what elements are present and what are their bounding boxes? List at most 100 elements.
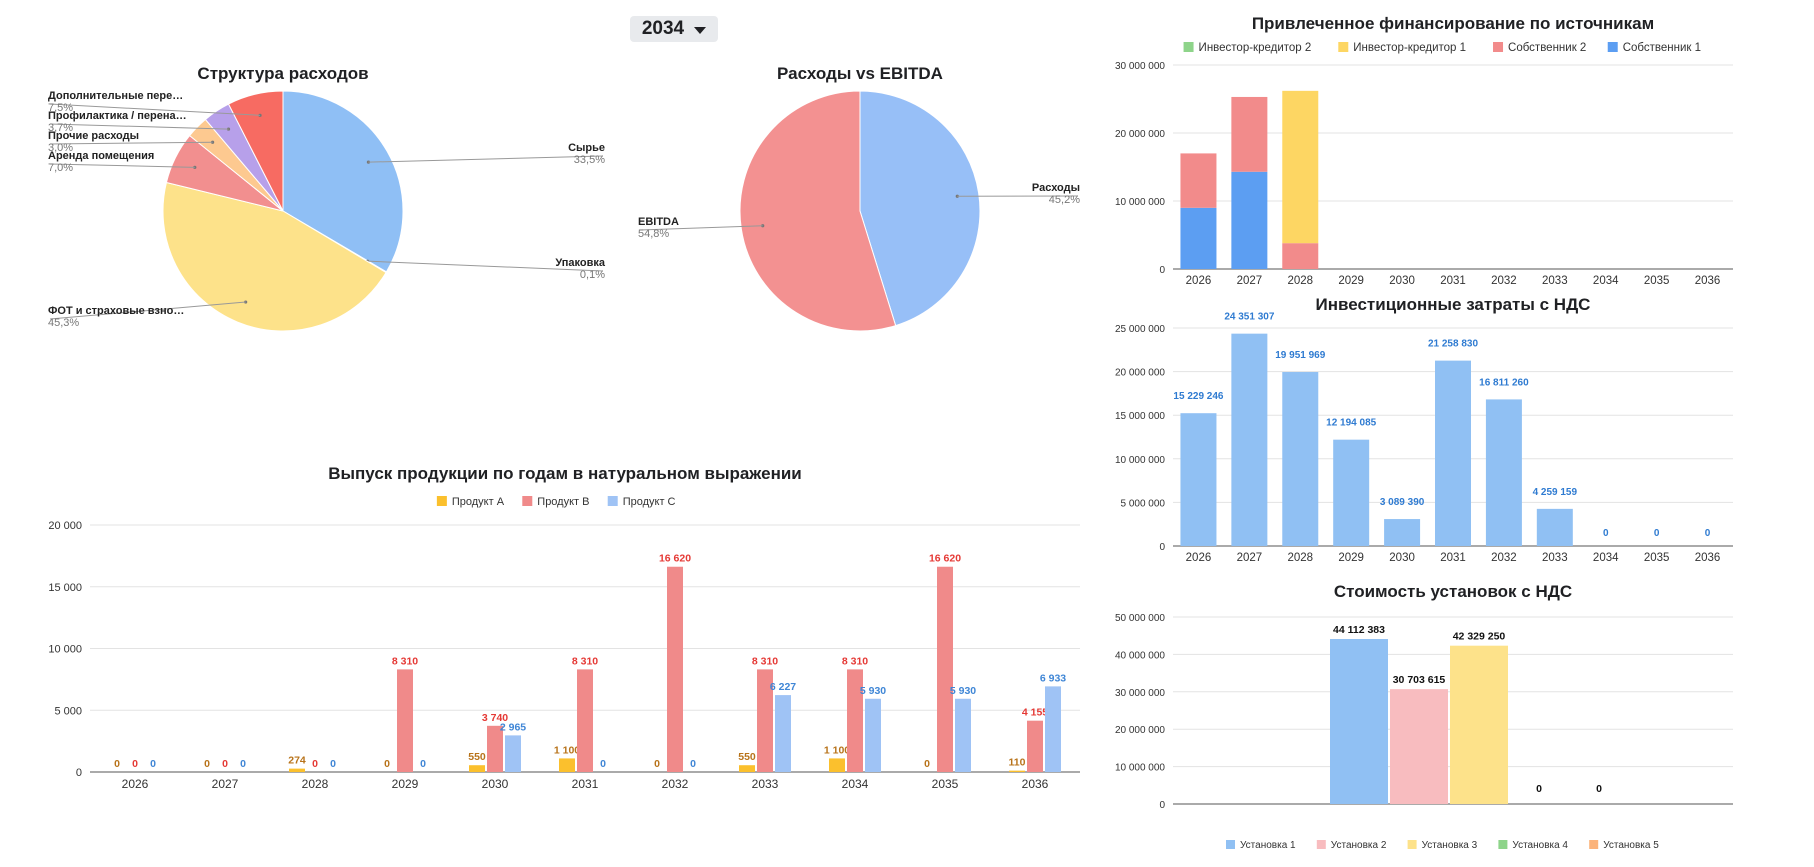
x-tick-label: 2027	[212, 777, 239, 791]
legend-label: Установка 1	[1240, 840, 1296, 851]
slice-label: Дополнительные пере…	[48, 90, 183, 102]
data-label: 0	[1596, 783, 1602, 795]
x-tick-label: 2036	[1695, 552, 1721, 564]
legend-label: Собственник 1	[1623, 42, 1701, 54]
x-tick-label: 2035	[932, 777, 959, 791]
leader-line	[367, 260, 604, 272]
y-tick-label: 10 000 000	[1115, 455, 1165, 466]
data-label: 0	[150, 758, 156, 770]
y-tick-label: 20 000 000	[1115, 725, 1165, 736]
leader-line	[49, 103, 261, 116]
production-volume-chart: Выпуск продукции по годам в натуральном …	[48, 464, 1080, 791]
x-tick-label: 2033	[752, 777, 779, 791]
y-tick-label: 0	[76, 767, 82, 779]
legend-swatch	[1607, 42, 1618, 52]
data-label: 12 194 085	[1326, 418, 1376, 429]
bar	[1027, 720, 1043, 772]
legend-label: Установка 5	[1603, 840, 1659, 851]
year-dropdown[interactable]: 2034	[630, 16, 718, 42]
legend-label: Установка 2	[1331, 840, 1387, 851]
data-label: 0	[1536, 783, 1542, 795]
legend-swatch	[1498, 840, 1508, 849]
legend-label: Продукт A	[452, 496, 505, 508]
slice-label: Прочие расходы	[48, 130, 139, 142]
data-label: 8 310	[392, 655, 418, 667]
data-label: 1 100	[554, 744, 580, 756]
x-tick-label: 2036	[1022, 777, 1049, 791]
legend-label: Установка 3	[1422, 840, 1478, 851]
x-tick-label: 2027	[1237, 552, 1263, 564]
x-tick-label: 2026	[1186, 552, 1212, 564]
slice-percent: 33,5%	[574, 154, 605, 166]
x-tick-label: 2028	[302, 777, 329, 791]
legend-swatch	[436, 496, 447, 506]
pie-slice	[162, 181, 387, 332]
x-tick-label: 2028	[1287, 552, 1313, 564]
chart-title: Привлеченное финансирование по источника…	[1252, 14, 1654, 33]
x-tick-label: 2036	[1695, 275, 1721, 284]
bar	[1435, 360, 1471, 546]
bar	[739, 765, 755, 772]
x-tick-label: 2030	[1389, 552, 1415, 564]
x-tick-label: 2034	[1593, 275, 1619, 284]
bar	[847, 669, 863, 772]
legend-swatch	[1316, 840, 1326, 849]
y-tick-label: 40 000 000	[1115, 650, 1165, 661]
leader-line	[49, 141, 213, 145]
slice-label: Профилактика / перена…	[48, 110, 187, 122]
bar	[1282, 372, 1319, 546]
y-tick-label: 30 000 000	[1115, 61, 1165, 72]
legend-swatch	[1589, 840, 1599, 849]
x-tick-label: 2032	[662, 777, 689, 791]
slice-label: EBITDA	[638, 216, 679, 228]
y-tick-label: 5 000	[54, 705, 82, 717]
data-label: 1 100	[824, 744, 850, 756]
data-label: 3 740	[482, 712, 508, 724]
x-tick-label: 2032	[1491, 552, 1517, 564]
pie-slice	[227, 90, 284, 212]
leader-dot	[258, 113, 262, 117]
bar	[397, 669, 413, 772]
bar	[757, 669, 773, 772]
bar	[1485, 399, 1522, 546]
data-label: 0	[132, 758, 138, 770]
data-label: 30 703 615	[1393, 674, 1446, 686]
y-tick-label: 20 000 000	[1115, 129, 1165, 140]
data-label: 21 258 830	[1428, 339, 1478, 350]
bar	[1390, 689, 1448, 804]
slice-percent: 54,8%	[638, 228, 669, 240]
bar	[559, 758, 575, 772]
leader-line	[49, 123, 229, 130]
data-label: 42 329 250	[1453, 631, 1506, 643]
y-tick-label: 15 000	[48, 582, 82, 594]
data-label: 0	[654, 758, 660, 770]
x-tick-label: 2028	[1287, 275, 1313, 284]
legend-label: Продукт C	[623, 496, 676, 508]
bar	[1045, 686, 1061, 772]
y-tick-label: 20 000 000	[1115, 368, 1165, 379]
slice-percent: 45,2%	[1049, 194, 1080, 206]
data-label: 6 227	[770, 681, 796, 693]
y-tick-label: 10 000 000	[1115, 197, 1165, 208]
bar	[469, 765, 485, 772]
data-label: 24 351 307	[1224, 312, 1274, 323]
bar-segment	[1231, 171, 1268, 269]
bar	[1333, 439, 1370, 546]
data-label: 6 933	[1040, 672, 1066, 684]
legend-swatch	[1493, 42, 1504, 52]
bar	[487, 725, 503, 772]
pie-slice	[739, 90, 897, 332]
year-dropdown-value: 2034	[641, 18, 685, 39]
x-tick-label: 2029	[392, 777, 419, 791]
legend-swatch	[1183, 42, 1194, 52]
bar	[667, 566, 683, 772]
bar-segment	[1231, 96, 1268, 172]
data-label: 0	[1654, 528, 1660, 539]
legend-swatch	[1226, 840, 1235, 849]
legend-swatch	[607, 496, 618, 506]
data-label: 3 089 390	[1380, 497, 1425, 508]
x-tick-label: 2031	[1440, 275, 1466, 284]
data-label: 16 620	[659, 553, 691, 565]
